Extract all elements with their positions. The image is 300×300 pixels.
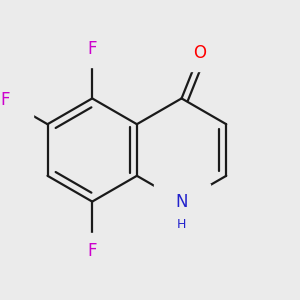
Bar bbox=[154, 184, 209, 220]
Bar bbox=[172, 35, 228, 71]
Text: H: H bbox=[177, 218, 186, 231]
Bar bbox=[0, 82, 33, 118]
Bar bbox=[64, 232, 120, 268]
Bar bbox=[64, 32, 120, 68]
Text: O: O bbox=[193, 44, 206, 62]
Text: F: F bbox=[0, 91, 10, 109]
Text: F: F bbox=[88, 40, 97, 58]
Text: N: N bbox=[175, 193, 188, 211]
Text: F: F bbox=[88, 242, 97, 260]
